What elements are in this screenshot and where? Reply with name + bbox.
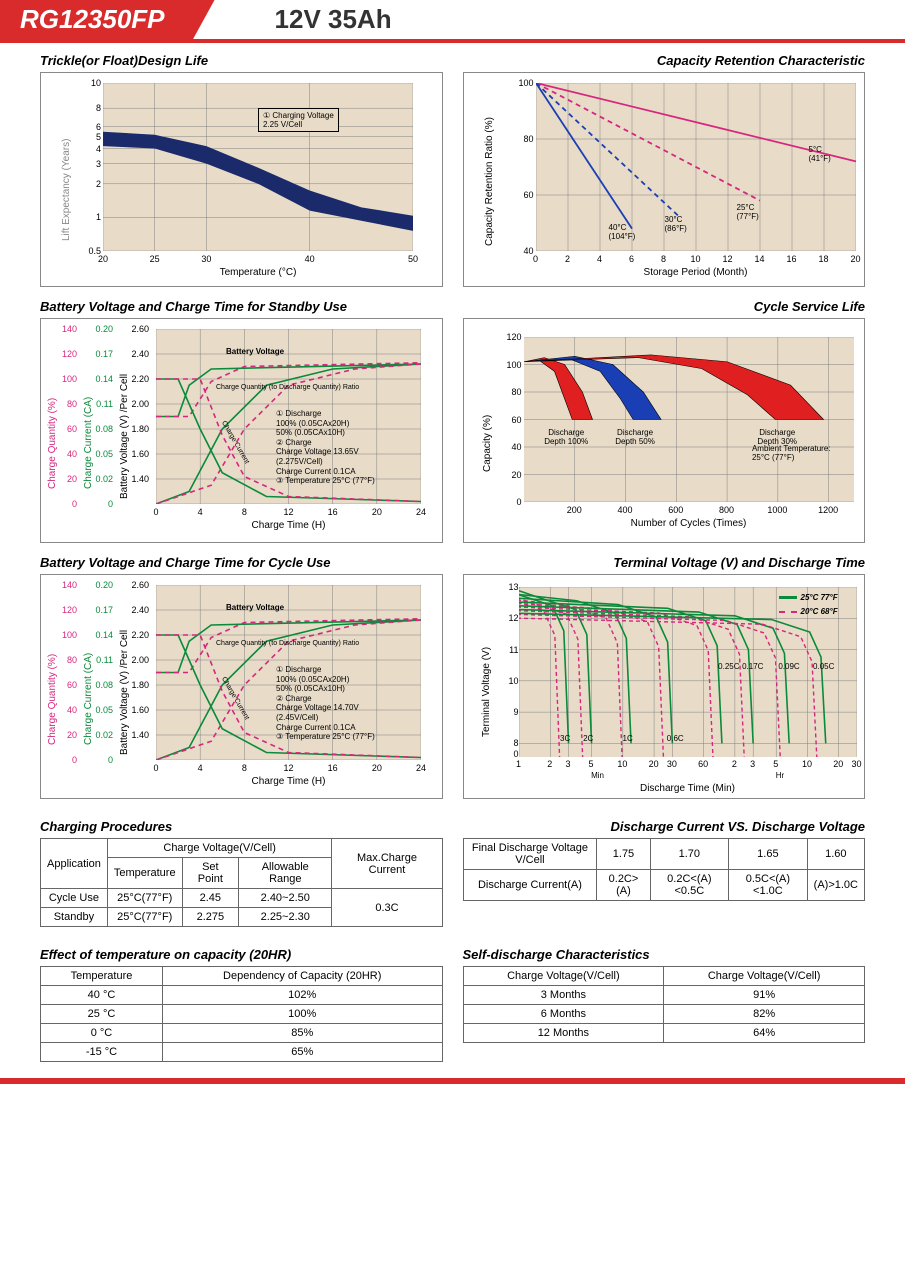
page-header: RG12350FP 12V 35Ah: [0, 0, 905, 43]
chart-terminal: 891011121301235102030602351020303C2C1C0.…: [463, 574, 866, 799]
table-title-discharge-iv: Discharge Current VS. Discharge Voltage: [463, 819, 866, 834]
table-charging: ApplicationCharge Voltage(V/Cell)Max.Cha…: [40, 838, 443, 927]
table-title-selfdis: Self-discharge Characteristics: [463, 947, 866, 962]
chart-retention: 406080100024681012141618205°C(41°F)25°C(…: [463, 72, 866, 287]
chart-title-terminal: Terminal Voltage (V) and Discharge Time: [463, 555, 866, 570]
chart-title-cyclelife: Cycle Service Life: [463, 299, 866, 314]
chart-title-cyclecharge: Battery Voltage and Charge Time for Cycl…: [40, 555, 443, 570]
model-badge: RG12350FP: [0, 0, 215, 39]
chart-standby: 00200.021.40400.051.60600.081.80800.112.…: [40, 318, 443, 543]
content: Trickle(or Float)Design Life 0.512345681…: [0, 53, 905, 1062]
table-title-charging: Charging Procedures: [40, 819, 443, 834]
table-title-temp: Effect of temperature on capacity (20HR): [40, 947, 443, 962]
chart-title-standby: Battery Voltage and Charge Time for Stan…: [40, 299, 443, 314]
table-discharge-iv: Final Discharge Voltage V/Cell1.751.701.…: [463, 838, 866, 901]
chart-cyclelife: 02040608010012020040060080010001200Disch…: [463, 318, 866, 543]
chart-title-retention: Capacity Retention Characteristic: [463, 53, 866, 68]
chart-title-trickle: Trickle(or Float)Design Life: [40, 53, 443, 68]
table-self-discharge: Charge Voltage(V/Cell)Charge Voltage(V/C…: [463, 966, 866, 1043]
chart-cyclecharge: 00200.021.40400.051.60600.081.80800.112.…: [40, 574, 443, 799]
footer-bar: [0, 1078, 905, 1084]
chart-trickle: 0.51234568102025304050① Charging Voltage…: [40, 72, 443, 287]
table-temp-effect: TemperatureDependency of Capacity (20HR)…: [40, 966, 443, 1062]
spec-text: 12V 35Ah: [275, 4, 392, 35]
